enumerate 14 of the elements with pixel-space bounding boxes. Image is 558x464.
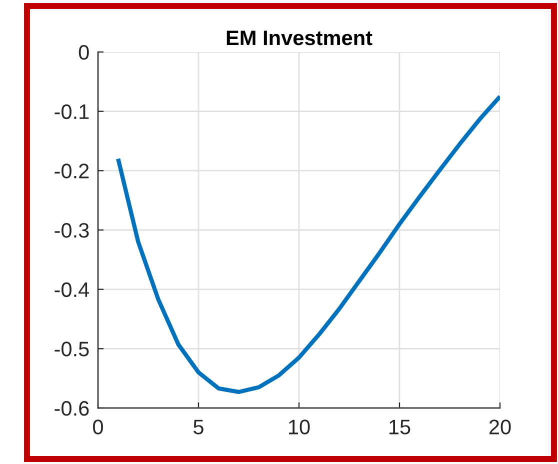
x-tick-label: 10: [289, 420, 310, 434]
y-tick-label: -0.5: [54, 342, 89, 356]
y-tick-label: -0.6: [54, 401, 89, 416]
x-tick-label: 0: [93, 420, 103, 434]
y-tick-label: -0.2: [54, 164, 89, 178]
line-series: [116, 94, 500, 394]
x-tick-label: 5: [194, 420, 204, 434]
chart-title: EM Investment: [226, 30, 372, 46]
y-tick-label: -0.1: [54, 104, 89, 120]
y-tick-label: -0.4: [54, 282, 90, 298]
y-tick-label: -0.3: [54, 223, 89, 238]
x-tick-label: 20: [489, 420, 511, 434]
y-tick-label: 0: [78, 45, 89, 60]
x-tick-label: 15: [390, 420, 410, 434]
